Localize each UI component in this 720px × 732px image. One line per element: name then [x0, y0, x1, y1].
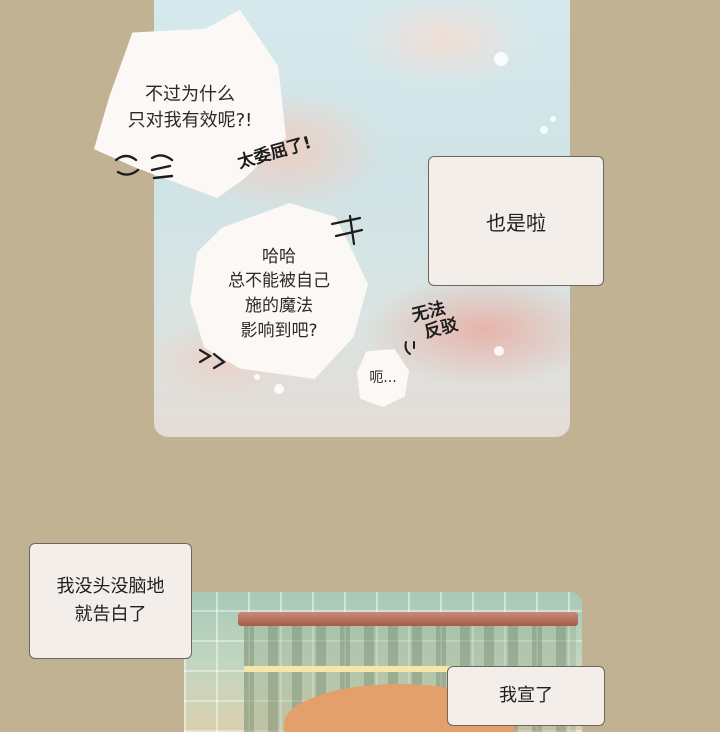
bubble-line: 呃... [369, 369, 397, 386]
bubble-line: 只对我有效呢?! [127, 110, 253, 131]
sweat-mark [404, 341, 415, 355]
bubble-line: 哈哈 [262, 246, 296, 267]
sparkle [274, 384, 284, 394]
laugh-lines-mark [330, 214, 364, 246]
sparkle [494, 346, 504, 356]
squint-eyes-mark [114, 154, 174, 180]
caption-line: 我没头没脑地 [56, 576, 165, 598]
sparkle [550, 116, 556, 122]
bubble-line: 影响到吧? [240, 320, 318, 341]
caption-box-left: 我没头没脑地 就告白了 [29, 543, 192, 659]
curtain-stripe [244, 666, 576, 672]
eyes-mark [198, 348, 226, 370]
caption-text: 我宣了 [499, 685, 553, 706]
speech-bubble-haha: 哈哈 总不能被自己 施的魔法 影响到吧? [190, 203, 368, 379]
caption-text: 也是啦 [486, 210, 546, 235]
caption-box-right: 也是啦 [428, 156, 604, 286]
caption-box-bottom: 我宣了 [447, 666, 605, 726]
bubble-line: 不过为什么 [145, 83, 235, 105]
sparkle [254, 374, 260, 380]
curtain-rod [238, 612, 578, 626]
speech-bubble-uh: 呃... [357, 349, 409, 407]
bubble-line: 施的魔法 [245, 296, 313, 316]
bubble-line: 总不能被自己 [228, 271, 330, 292]
caption-line: 就告白了 [74, 604, 147, 625]
sparkle [494, 52, 508, 66]
sparkle [540, 126, 548, 134]
